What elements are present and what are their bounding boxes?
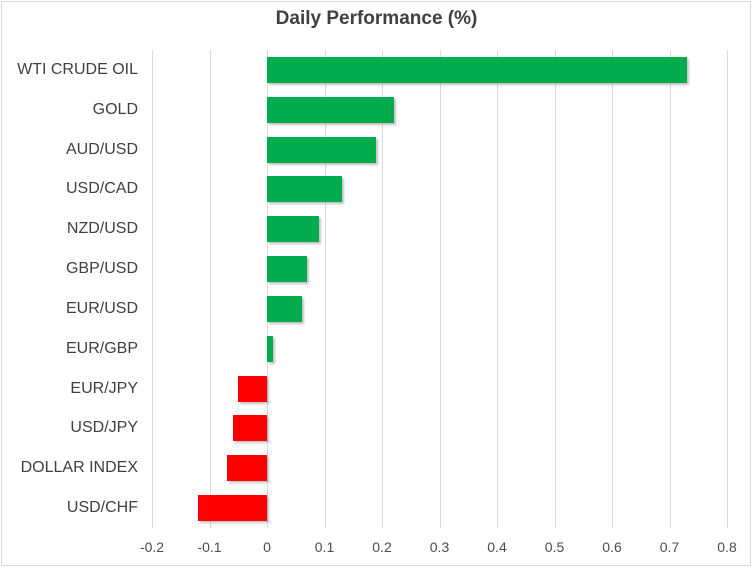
category-label: EUR/GBP	[65, 339, 138, 357]
chart-title: Daily Performance (%)	[275, 8, 478, 29]
gridline	[726, 50, 728, 528]
category-label: EUR/JPY	[70, 379, 138, 397]
category-label: USD/JPY	[70, 419, 138, 437]
category-label: AUD/USD	[65, 140, 138, 158]
gridline	[554, 50, 556, 528]
bar-gold	[267, 96, 394, 123]
category-label: WTI CRUDE OIL	[17, 60, 138, 78]
bar-eur-gbp	[267, 335, 273, 362]
gridline	[381, 50, 383, 528]
gridline	[324, 50, 326, 528]
x-tick-label: 0.2	[372, 539, 392, 555]
x-tick-label: 0.5	[544, 539, 565, 555]
x-tick-label: 0.1	[314, 539, 335, 555]
bar-eur-usd	[267, 295, 302, 322]
x-tick-label: 0.4	[487, 539, 507, 555]
category-label: EUR/USD	[65, 299, 138, 317]
x-tick-label: -0.2	[139, 539, 165, 555]
bar-usd-cad	[267, 176, 342, 203]
gridline	[266, 50, 268, 528]
category-label: GOLD	[92, 100, 138, 118]
bar-aud-usd	[267, 136, 377, 163]
bar-dollar-index	[226, 455, 267, 482]
gridline	[439, 50, 441, 528]
bar-usd-chf	[198, 495, 267, 522]
category-label: NZD/USD	[66, 220, 138, 238]
category-label: USD/CAD	[65, 180, 138, 198]
bar-wti-crude-oil	[267, 56, 687, 83]
bar-nzd-usd	[267, 216, 319, 243]
gridline	[611, 50, 613, 528]
x-tick-label: 0.3	[429, 539, 450, 555]
gridline	[151, 50, 153, 528]
x-tick-label: 0.8	[717, 539, 737, 555]
gridline	[669, 50, 671, 528]
bar-gbp-usd	[267, 256, 308, 283]
bar-usd-jpy	[232, 415, 267, 442]
category-label: DOLLAR INDEX	[20, 459, 138, 477]
x-tick-label: 0.7	[659, 539, 680, 555]
x-tick-label: 0	[263, 539, 271, 555]
x-tick-label: 0.6	[602, 539, 622, 555]
gridline	[209, 50, 211, 528]
bar-eur-jpy	[238, 375, 267, 402]
x-tick-label: -0.1	[197, 539, 222, 555]
category-label: USD/CHF	[66, 499, 138, 517]
category-label: GBP/USD	[65, 260, 138, 278]
gridline	[496, 50, 498, 528]
